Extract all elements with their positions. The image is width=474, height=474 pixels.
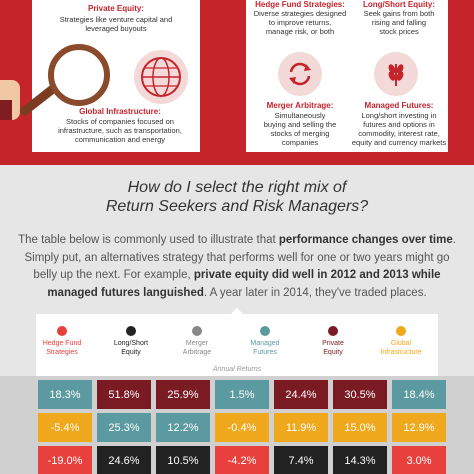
legend-dot bbox=[126, 326, 136, 336]
arbitrage-cycle-icon bbox=[278, 52, 322, 96]
long-short-title: Long/Short Equity: bbox=[363, 0, 435, 9]
legend-label: Merger Arbitrage bbox=[182, 340, 212, 356]
return-cell: -5.4% bbox=[38, 413, 92, 442]
magnifying-glass-icon bbox=[48, 44, 110, 106]
hedge-fund-desc: Diverse strategies designed to improve r… bbox=[253, 9, 347, 36]
private-equity-title: Private Equity: bbox=[87, 4, 144, 13]
merger-arbitrage-title: Merger Arbitrage: bbox=[266, 101, 334, 110]
return-cell: 14.3% bbox=[333, 446, 387, 474]
global-infrastructure-desc: Stocks of companies focused on infrastru… bbox=[58, 117, 182, 144]
return-cell: 1.5% bbox=[215, 380, 269, 409]
wheat-icon bbox=[374, 52, 418, 96]
panel-pointer bbox=[231, 308, 243, 314]
managed-futures-title: Managed Futures: bbox=[364, 101, 434, 110]
long-short-desc: Seek gains from both rising and falling … bbox=[363, 9, 435, 36]
legend-label: Managed Futures bbox=[250, 340, 280, 356]
return-cell: 3.0% bbox=[392, 446, 446, 474]
private-equity-desc: Strategies like venture capital and leve… bbox=[59, 15, 173, 33]
intro-paragraph: The table below is commonly used to illu… bbox=[18, 234, 456, 299]
merger-arbitrage-desc: Simultaneously buying and selling the st… bbox=[263, 111, 337, 147]
return-cell: 25.3% bbox=[97, 413, 151, 442]
annual-returns-label: Annual Returns bbox=[212, 366, 262, 373]
card-risk-managers: Hedge Fund Strategies: Diverse strategie… bbox=[246, 0, 448, 152]
sleeve-cuff-illustration bbox=[0, 100, 12, 120]
return-cell: -19.0% bbox=[38, 446, 92, 474]
legend-label: Private Equity bbox=[322, 340, 344, 356]
return-cell: 18.3% bbox=[38, 380, 92, 409]
return-cell: 18.4% bbox=[392, 380, 446, 409]
hedge-fund-title: Hedge Fund Strategies: bbox=[255, 0, 345, 9]
legend-dot bbox=[260, 326, 270, 336]
section-question: How do I select the right mix of Return … bbox=[105, 179, 369, 215]
globe-icon bbox=[134, 50, 188, 104]
return-cell: 24.6% bbox=[97, 446, 151, 474]
return-cell: -4.2% bbox=[215, 446, 269, 474]
legend-dot bbox=[192, 326, 202, 336]
return-cell: 7.4% bbox=[274, 446, 328, 474]
global-infrastructure-title: Global Infrastructure: bbox=[79, 107, 161, 116]
legend-dot bbox=[396, 326, 406, 336]
return-cell: 12.2% bbox=[156, 413, 210, 442]
return-cell: -0.4% bbox=[215, 413, 269, 442]
legend-dot bbox=[328, 326, 338, 336]
return-cell: 11.9% bbox=[274, 413, 328, 442]
return-cell: 25.9% bbox=[156, 380, 210, 409]
legend-label: Global Infrastructure bbox=[380, 340, 422, 356]
return-cell: 10.5% bbox=[156, 446, 210, 474]
managed-futures-desc: Long/short investing in futures and opti… bbox=[351, 111, 447, 147]
legend-label: Long/Short Equity bbox=[113, 340, 149, 356]
return-cell: 15.0% bbox=[333, 413, 387, 442]
return-cell: 12.9% bbox=[392, 413, 446, 442]
return-cell: 24.4% bbox=[274, 380, 328, 409]
legend-dot bbox=[57, 326, 67, 336]
return-cell: 30.5% bbox=[333, 380, 387, 409]
legend-label: Hedge Fund Strategies bbox=[42, 340, 82, 356]
return-cell: 51.8% bbox=[97, 380, 151, 409]
card-return-seekers: Private Equity: Strategies like venture … bbox=[32, 0, 200, 152]
